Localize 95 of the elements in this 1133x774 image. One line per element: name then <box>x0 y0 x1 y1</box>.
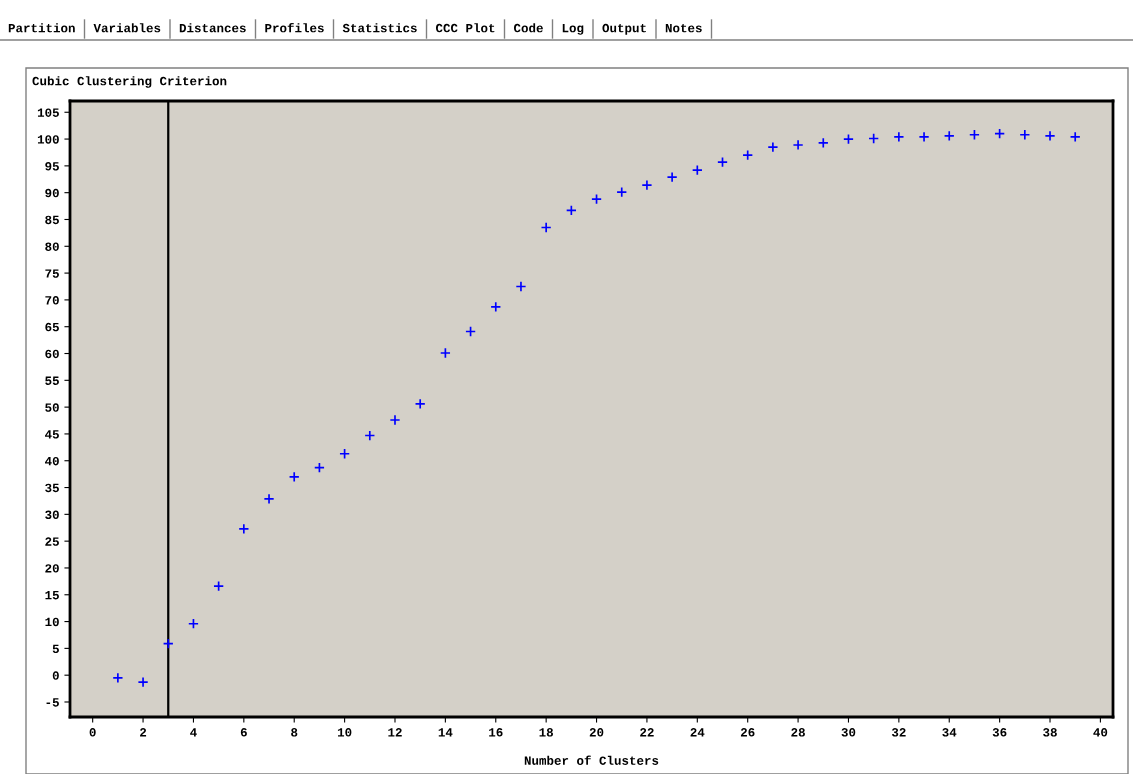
text: Log <box>562 23 584 35</box>
point <box>490 301 502 313</box>
point <box>868 133 880 145</box>
x-tick-label: 36 <box>992 728 1007 737</box>
text: Variables <box>93 23 161 33</box>
y-tick-label: 95 <box>45 162 59 171</box>
point <box>540 222 552 234</box>
point <box>616 186 628 198</box>
x-tick-label: 28 <box>791 728 805 737</box>
y-tick-label: 45 <box>45 430 59 439</box>
x-tick-label: 4 <box>190 728 197 737</box>
y-tick-label: 80 <box>45 242 59 251</box>
point <box>1069 131 1081 143</box>
y-tick-label: 25 <box>45 537 59 546</box>
x-tick-label: 20 <box>589 728 604 737</box>
x-tick-label: 6 <box>240 728 247 737</box>
point <box>717 156 728 168</box>
x-tick-label: 14 <box>438 728 453 737</box>
x-tick-label: 24 <box>690 728 705 737</box>
point <box>389 414 401 426</box>
point <box>565 204 577 216</box>
point <box>1019 129 1031 141</box>
x-tick-label: 12 <box>388 728 402 737</box>
point <box>767 141 779 153</box>
y-tick-label: 55 <box>45 376 59 385</box>
y-tick-label: 5 <box>52 644 59 654</box>
y-tick-label: 35 <box>45 483 59 493</box>
y-tick-label: 100 <box>37 135 59 144</box>
point <box>666 171 678 183</box>
y-tick-label: -5 <box>46 698 59 707</box>
x-tick-label: 2 <box>140 728 147 737</box>
text: Statistics <box>342 23 417 33</box>
y-tick-label: 90 <box>45 188 59 198</box>
point <box>112 672 124 684</box>
y-tick-label: 85 <box>45 215 59 225</box>
y-tick-label: 15 <box>45 591 59 600</box>
point <box>339 448 351 460</box>
point <box>414 398 426 410</box>
point <box>641 179 653 191</box>
point <box>918 131 930 143</box>
point <box>691 164 703 176</box>
y-tick-label: 20 <box>45 564 59 573</box>
x-tick-label: 38 <box>1043 728 1057 737</box>
point <box>792 139 804 151</box>
x-tick-label: 8 <box>291 728 298 737</box>
point <box>288 471 300 483</box>
text: Profiles <box>265 22 324 33</box>
point <box>943 130 955 142</box>
x-tick-label: 30 <box>841 728 856 737</box>
x-tick-label: 22 <box>640 728 654 737</box>
point <box>817 137 829 149</box>
point <box>465 326 477 338</box>
y-tick-label: 50 <box>45 403 59 412</box>
y-tick-label: 105 <box>37 108 59 117</box>
y-tick-label: 0 <box>52 671 59 680</box>
x-tick-label: 16 <box>489 728 503 737</box>
point <box>162 638 174 650</box>
y-tick-label: 65 <box>45 322 59 332</box>
point <box>1044 130 1056 142</box>
point <box>515 281 527 292</box>
y-tick-label: 70 <box>45 296 59 305</box>
text: Output <box>602 23 646 35</box>
y-tick-label: 40 <box>45 456 59 466</box>
point <box>591 193 603 205</box>
point <box>842 133 854 145</box>
point <box>263 493 275 505</box>
text: Code <box>513 23 543 33</box>
point <box>439 347 451 359</box>
x-axis-title: Number of Clusters <box>524 755 659 765</box>
x-tick-label: 18 <box>539 728 553 737</box>
x-tick-label: 26 <box>740 728 755 737</box>
point <box>364 430 376 442</box>
y-tick-label: 30 <box>45 510 59 520</box>
x-tick-label: 0 <box>89 728 96 737</box>
text: Notes <box>665 23 702 33</box>
point <box>742 149 754 161</box>
chart-title: Cubic Clustering Criterion <box>32 76 227 88</box>
point <box>137 676 149 688</box>
y-tick-label: 60 <box>45 349 59 359</box>
x-tick-label: 32 <box>891 728 906 737</box>
point <box>187 618 199 630</box>
x-tick-label: 10 <box>337 728 352 737</box>
x-tick-label: 34 <box>942 728 957 737</box>
text: Partition <box>8 23 75 33</box>
text: Distances <box>179 23 246 33</box>
point <box>994 128 1006 140</box>
point <box>238 523 250 535</box>
point <box>893 131 905 143</box>
y-tick-label: 75 <box>45 269 59 278</box>
y-tick-label: 10 <box>45 617 59 627</box>
text: CCC Plot <box>435 23 495 33</box>
point <box>968 129 980 141</box>
point <box>213 580 225 592</box>
point <box>313 462 325 474</box>
x-tick-label: 40 <box>1093 728 1108 737</box>
